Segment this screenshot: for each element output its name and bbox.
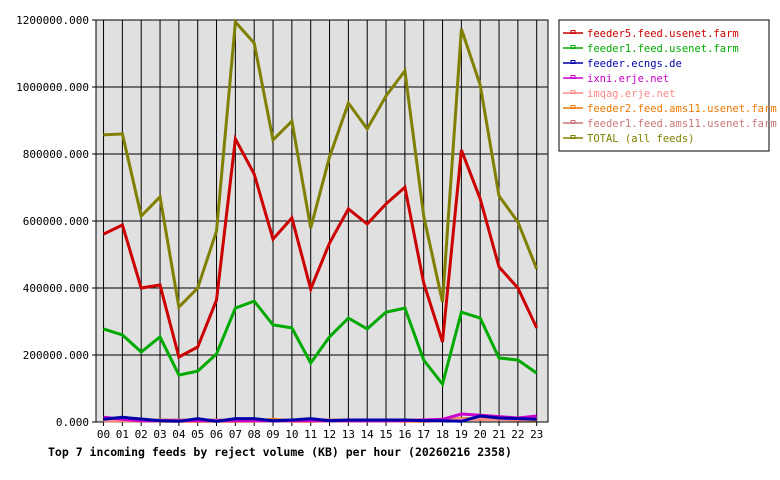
x-tick-label: 08 xyxy=(248,428,261,441)
legend-swatch-marker xyxy=(570,120,576,124)
y-tick-label: 400000.000 xyxy=(23,282,89,295)
x-tick-label: 23 xyxy=(530,428,543,441)
series-line xyxy=(102,133,539,360)
legend-swatch-marker xyxy=(570,90,576,94)
legend-entry-label: ixni.erje.net xyxy=(587,73,669,85)
legend-entry-label: feeder2.feed.ams11.usenet.farm xyxy=(587,103,777,115)
legend-swatch-marker xyxy=(570,135,576,139)
x-tick-label: 05 xyxy=(191,428,204,441)
x-tick-label: 21 xyxy=(492,428,505,441)
x-tick-label: 00 xyxy=(97,428,110,441)
y-tick-label: 1200000.000 xyxy=(16,14,89,27)
y-tick-label: 600000.000 xyxy=(23,215,89,228)
x-tick-label: 13 xyxy=(342,428,355,441)
x-tick-label: 02 xyxy=(135,428,148,441)
legend-swatch-marker xyxy=(570,75,576,79)
x-tick-label: 20 xyxy=(474,428,487,441)
series-lines xyxy=(102,18,539,423)
x-tick-label: 09 xyxy=(266,428,279,441)
y-axis: 0.000 200000.000 400000.000 600000.000 80000… xyxy=(16,14,96,429)
legend-entry-label: imqag.erje.net xyxy=(587,88,676,100)
series-line xyxy=(103,414,537,423)
legend-swatch-marker xyxy=(570,60,576,64)
series-line xyxy=(103,299,538,388)
x-tick-label: 07 xyxy=(229,428,242,441)
legend-entry-label: feeder1.feed.usenet.farm xyxy=(587,43,739,55)
x-tick-label: 19 xyxy=(455,428,468,441)
legend-swatch-marker xyxy=(570,30,576,34)
x-tick-label: 01 xyxy=(116,428,129,441)
series-line xyxy=(103,18,539,311)
x-axis: 00 01 02 03 04 05 06 07 08 09 10 11 12 13 14 15 16 17 18 19… xyxy=(97,428,543,441)
x-tick-label: 04 xyxy=(172,428,186,441)
legend-entry-label: feeder1.feed.ams11.usenet.farm xyxy=(587,118,777,130)
x-tick-label: 17 xyxy=(417,428,430,441)
legend-entry-label: feeder5.feed.usenet.farm xyxy=(587,28,739,40)
y-tick-label: 200000.000 xyxy=(23,349,89,362)
x-tick-label: 12 xyxy=(323,428,336,441)
legend-swatch-marker xyxy=(570,105,576,109)
x-tick-label: 11 xyxy=(304,428,317,441)
legend-entry-label: TOTAL (all feeds) xyxy=(587,133,694,145)
y-tick-label: 800000.000 xyxy=(23,148,89,161)
legend-swatch-marker xyxy=(570,45,576,49)
x-tick-label: 22 xyxy=(511,428,524,441)
x-tick-label: 16 xyxy=(398,428,411,441)
legend-box xyxy=(558,19,770,152)
x-tick-label: 14 xyxy=(361,428,375,441)
chart-title: Top 7 incoming feeds by reject volume (K… xyxy=(48,445,512,459)
x-tick-label: 18 xyxy=(436,428,449,441)
x-tick-label: 06 xyxy=(210,428,223,441)
x-tick-label: 15 xyxy=(379,428,392,441)
y-tick-label: 1000000.000 xyxy=(16,81,89,94)
legend: feeder5.feed.usenet.farm feeder1.feed.use… xyxy=(558,19,777,152)
legend-entry-label: feeder.ecngs.de xyxy=(587,58,682,70)
y-tick-label: 0.000 xyxy=(56,416,89,429)
x-tick-label: 03 xyxy=(153,428,166,441)
x-tick-label: 10 xyxy=(285,428,298,441)
